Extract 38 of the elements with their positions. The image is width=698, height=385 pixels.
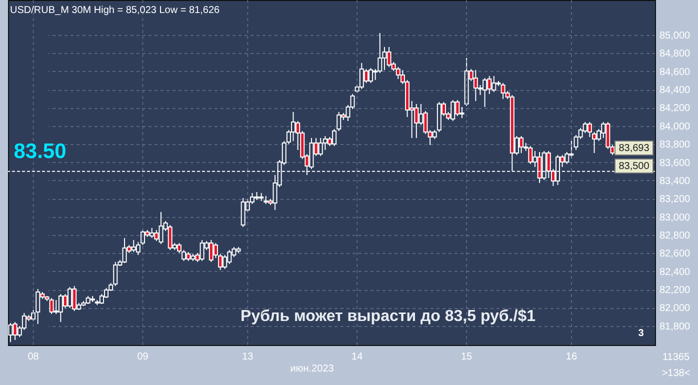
y-tick-label: 83,000 [660, 212, 691, 224]
candlestick [136, 242, 140, 256]
annotation: Рубль может вырасти до 83,5 руб./$1 [240, 308, 536, 325]
y-tick-label: 81,800 [660, 321, 691, 332]
text: >138< [662, 368, 690, 379]
x-tick-label: 15 [460, 352, 473, 362]
y-tick-label: 83,800 [660, 140, 691, 151]
y-tick-label: 82,600 [660, 248, 691, 260]
candlestick [176, 242, 182, 254]
text: USD/RUB_M 30M High = 85,023 Low = 81,626 [10, 5, 220, 16]
y-tick-label: 85,000 [660, 30, 691, 42]
y-tick-label: 82,400 [660, 266, 691, 278]
text: 11365 [662, 352, 690, 363]
y-tick-label: 84,600 [660, 66, 691, 78]
y-tick-label: 84,400 [660, 85, 691, 96]
text: 3 [638, 328, 644, 339]
x-tick-label: 14 [352, 352, 364, 362]
x-axis-title: июн.2023 [290, 364, 334, 374]
candlestick [182, 250, 186, 262]
candlestick [36, 288, 40, 324]
candlestick [213, 242, 218, 258]
y-tick-label: 83,400 [660, 176, 691, 187]
y-tick-label: 82,800 [660, 230, 691, 242]
y-tick-label: 83,200 [660, 194, 691, 206]
text: 83,693 [618, 143, 650, 154]
text: 83,500 [618, 161, 650, 172]
x-tick-label: 08 [28, 352, 40, 362]
annotation: 83.50 [14, 140, 66, 163]
y-tick-label: 83,600 [660, 158, 691, 169]
candlestick [218, 254, 223, 270]
y-tick-label: 82,200 [660, 285, 691, 296]
x-tick-label: 16 [566, 352, 578, 362]
y-tick-label: 84,800 [660, 48, 691, 60]
y-tick-label: 84,000 [660, 121, 691, 132]
x-tick-label: 09 [137, 352, 149, 362]
y-tick-label: 82,000 [660, 303, 691, 314]
x-tick-label: 13 [242, 352, 254, 362]
y-tick-label: 84,200 [660, 103, 691, 114]
